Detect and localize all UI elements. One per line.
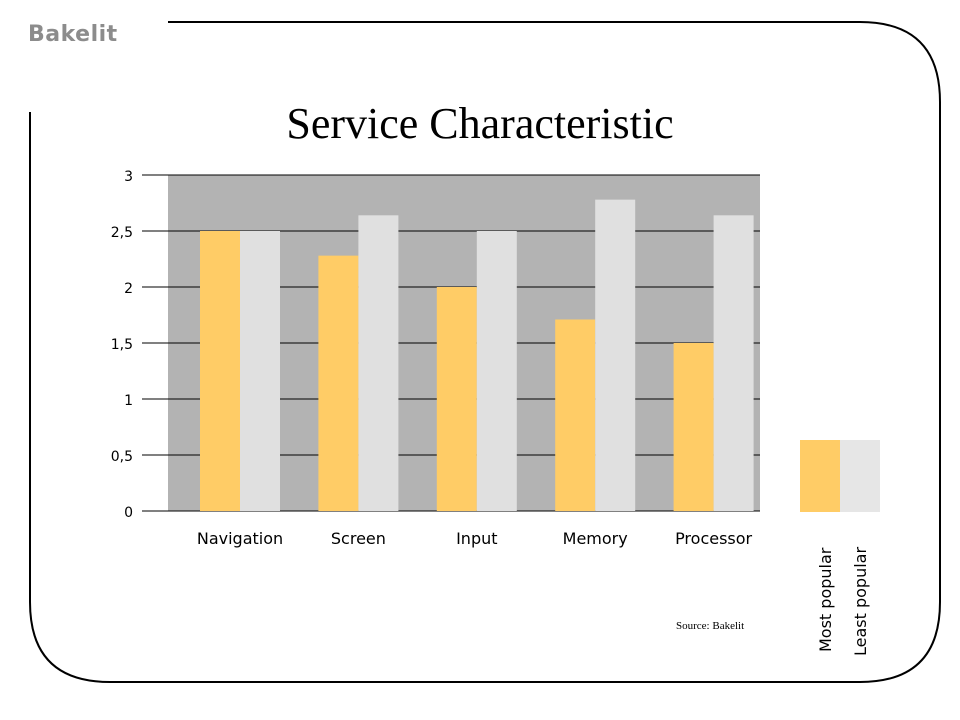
y-tick-label: 2 [124, 281, 133, 297]
bar-most-popular [200, 231, 240, 511]
source-note: Source: Bakelit [676, 620, 745, 632]
bar-most-popular [318, 255, 359, 511]
bar-least-popular [476, 231, 517, 511]
y-tick-label: 0 [124, 505, 133, 521]
bar-most-popular [436, 287, 477, 511]
y-tick-label: 1 [124, 393, 133, 409]
bar-most-popular [673, 343, 714, 511]
chart-title: Service Characteristic [286, 99, 674, 148]
legend-swatch-least-popular [840, 440, 880, 512]
y-tick-label: 0,5 [111, 449, 133, 465]
x-tick-label: Memory [563, 529, 628, 548]
x-tick-label: Input [456, 529, 497, 548]
y-tick-label: 2,5 [111, 225, 133, 241]
bar-most-popular [555, 319, 596, 511]
y-tick-label: 1,5 [111, 337, 133, 353]
bar-least-popular [595, 199, 636, 511]
bar-least-popular [713, 215, 754, 511]
legend-swatch-most-popular [800, 440, 840, 512]
brand-logo-text: Bakelit [28, 22, 118, 47]
x-tick-label: Processor [675, 529, 752, 548]
bar-least-popular [358, 215, 399, 511]
y-tick-label: 3 [124, 169, 133, 185]
x-tick-label: Screen [331, 529, 386, 548]
x-tick-label: Navigation [197, 529, 283, 548]
legend-label-most-popular: Most popular [816, 547, 835, 652]
bar-least-popular [240, 231, 280, 511]
legend-label-least-popular: Least popular [851, 546, 870, 656]
